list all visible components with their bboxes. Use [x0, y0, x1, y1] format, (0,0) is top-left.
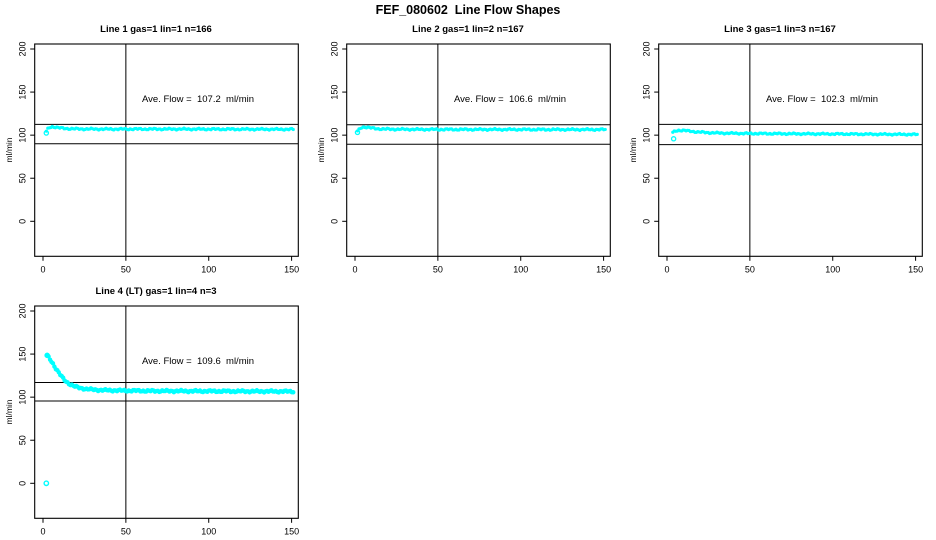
y-tick-label: 50 [18, 173, 28, 183]
panel-title: Line 1 gas=1 lin=1 n=166 [100, 24, 212, 35]
panel-line-3: Line 3 gas=1 lin=3 n=167 Ave. Flow = 102… [624, 0, 936, 278]
y-tick-label: 150 [642, 85, 652, 100]
y-tick-label: 100 [18, 128, 28, 143]
plot-area: 0 50 100 150 0 50 100 150 200 [18, 41, 299, 274]
start-point [44, 352, 50, 359]
y-tick-label: 150 [330, 85, 340, 100]
x-tick-label: 100 [201, 526, 216, 536]
plot-box [658, 43, 923, 257]
y-tick-label: 0 [642, 219, 652, 224]
x-tick-label: 100 [201, 264, 216, 274]
x-tick-label: 100 [513, 264, 528, 274]
x-tick-label: 0 [664, 264, 669, 274]
panel-title: Line 4 (LT) gas=1 lin=4 n=3 [95, 286, 217, 297]
x-tick-label: 0 [40, 264, 45, 274]
y-tick-label: 50 [642, 173, 652, 183]
y-tick-label: 200 [18, 303, 28, 318]
y-tick-label: 50 [330, 173, 340, 183]
y-tick-label: 100 [642, 128, 652, 143]
panel-line-4: Line 4 (LT) gas=1 lin=4 n=3 Ave. Flow = … [0, 262, 312, 540]
data-point [915, 132, 919, 136]
plot-area: 0 50 100 150 0 50 100 150 200 [642, 41, 923, 274]
start-point [354, 129, 361, 136]
y-tick-label: 100 [18, 390, 28, 405]
start-point [670, 136, 677, 142]
x-tick-label: 150 [284, 526, 299, 536]
y-tick-label: 200 [18, 41, 28, 56]
x-tick-label: 50 [433, 264, 443, 274]
plot-area: 0 50 100 150 0 50 100 150 200 [330, 41, 611, 274]
ave-flow-label: Ave. Flow = 102.3 ml/min [765, 94, 879, 105]
panel-title: Line 2 gas=1 lin=2 n=167 [412, 24, 524, 35]
y-tick-label: 200 [330, 41, 340, 56]
y-tick-label: 100 [330, 128, 340, 143]
x-tick-label: 150 [284, 264, 299, 274]
x-tick-label: 100 [825, 264, 840, 274]
x-tick-label: 150 [908, 264, 923, 274]
ave-flow-label: Ave. Flow = 106.6 ml/min [453, 94, 567, 105]
x-tick-label: 50 [121, 526, 131, 536]
data-point [603, 127, 607, 132]
plot-box [34, 305, 299, 519]
plot-box [346, 43, 611, 257]
x-tick-label: 150 [596, 264, 611, 274]
plot-area: 0 50 100 150 0 50 100 150 200 [18, 303, 299, 536]
x-tick-label: 0 [352, 264, 357, 274]
y-tick-label: 200 [642, 41, 652, 56]
plot-box [34, 43, 299, 257]
ave-flow-label: Ave. Flow = 109.6 ml/min [141, 356, 255, 367]
y-tick-label: 0 [18, 481, 28, 486]
y-tick-label: 150 [18, 85, 28, 100]
outlier-point [43, 480, 50, 487]
x-tick-label: 0 [40, 526, 45, 536]
ave-flow-label: Ave. Flow = 107.2 ml/min [141, 94, 255, 105]
panel-title: Line 3 gas=1 lin=3 n=167 [724, 24, 836, 35]
panel-line-2: Line 2 gas=1 lin=2 n=167 Ave. Flow = 106… [312, 0, 624, 278]
data-point [291, 390, 296, 395]
y-tick-label: 50 [18, 435, 28, 445]
x-tick-label: 50 [745, 264, 755, 274]
y-tick-label: 0 [18, 219, 28, 224]
x-tick-label: 50 [121, 264, 131, 274]
y-tick-label: 0 [330, 219, 340, 224]
start-point [43, 130, 50, 136]
panel-line-1: Line 1 gas=1 lin=1 n=166 Ave. Flow = 107… [0, 0, 312, 278]
y-tick-label: 150 [18, 347, 28, 362]
figure-title: FEF_080602 Line Flow Shapes [375, 3, 561, 17]
data-point [291, 127, 295, 132]
